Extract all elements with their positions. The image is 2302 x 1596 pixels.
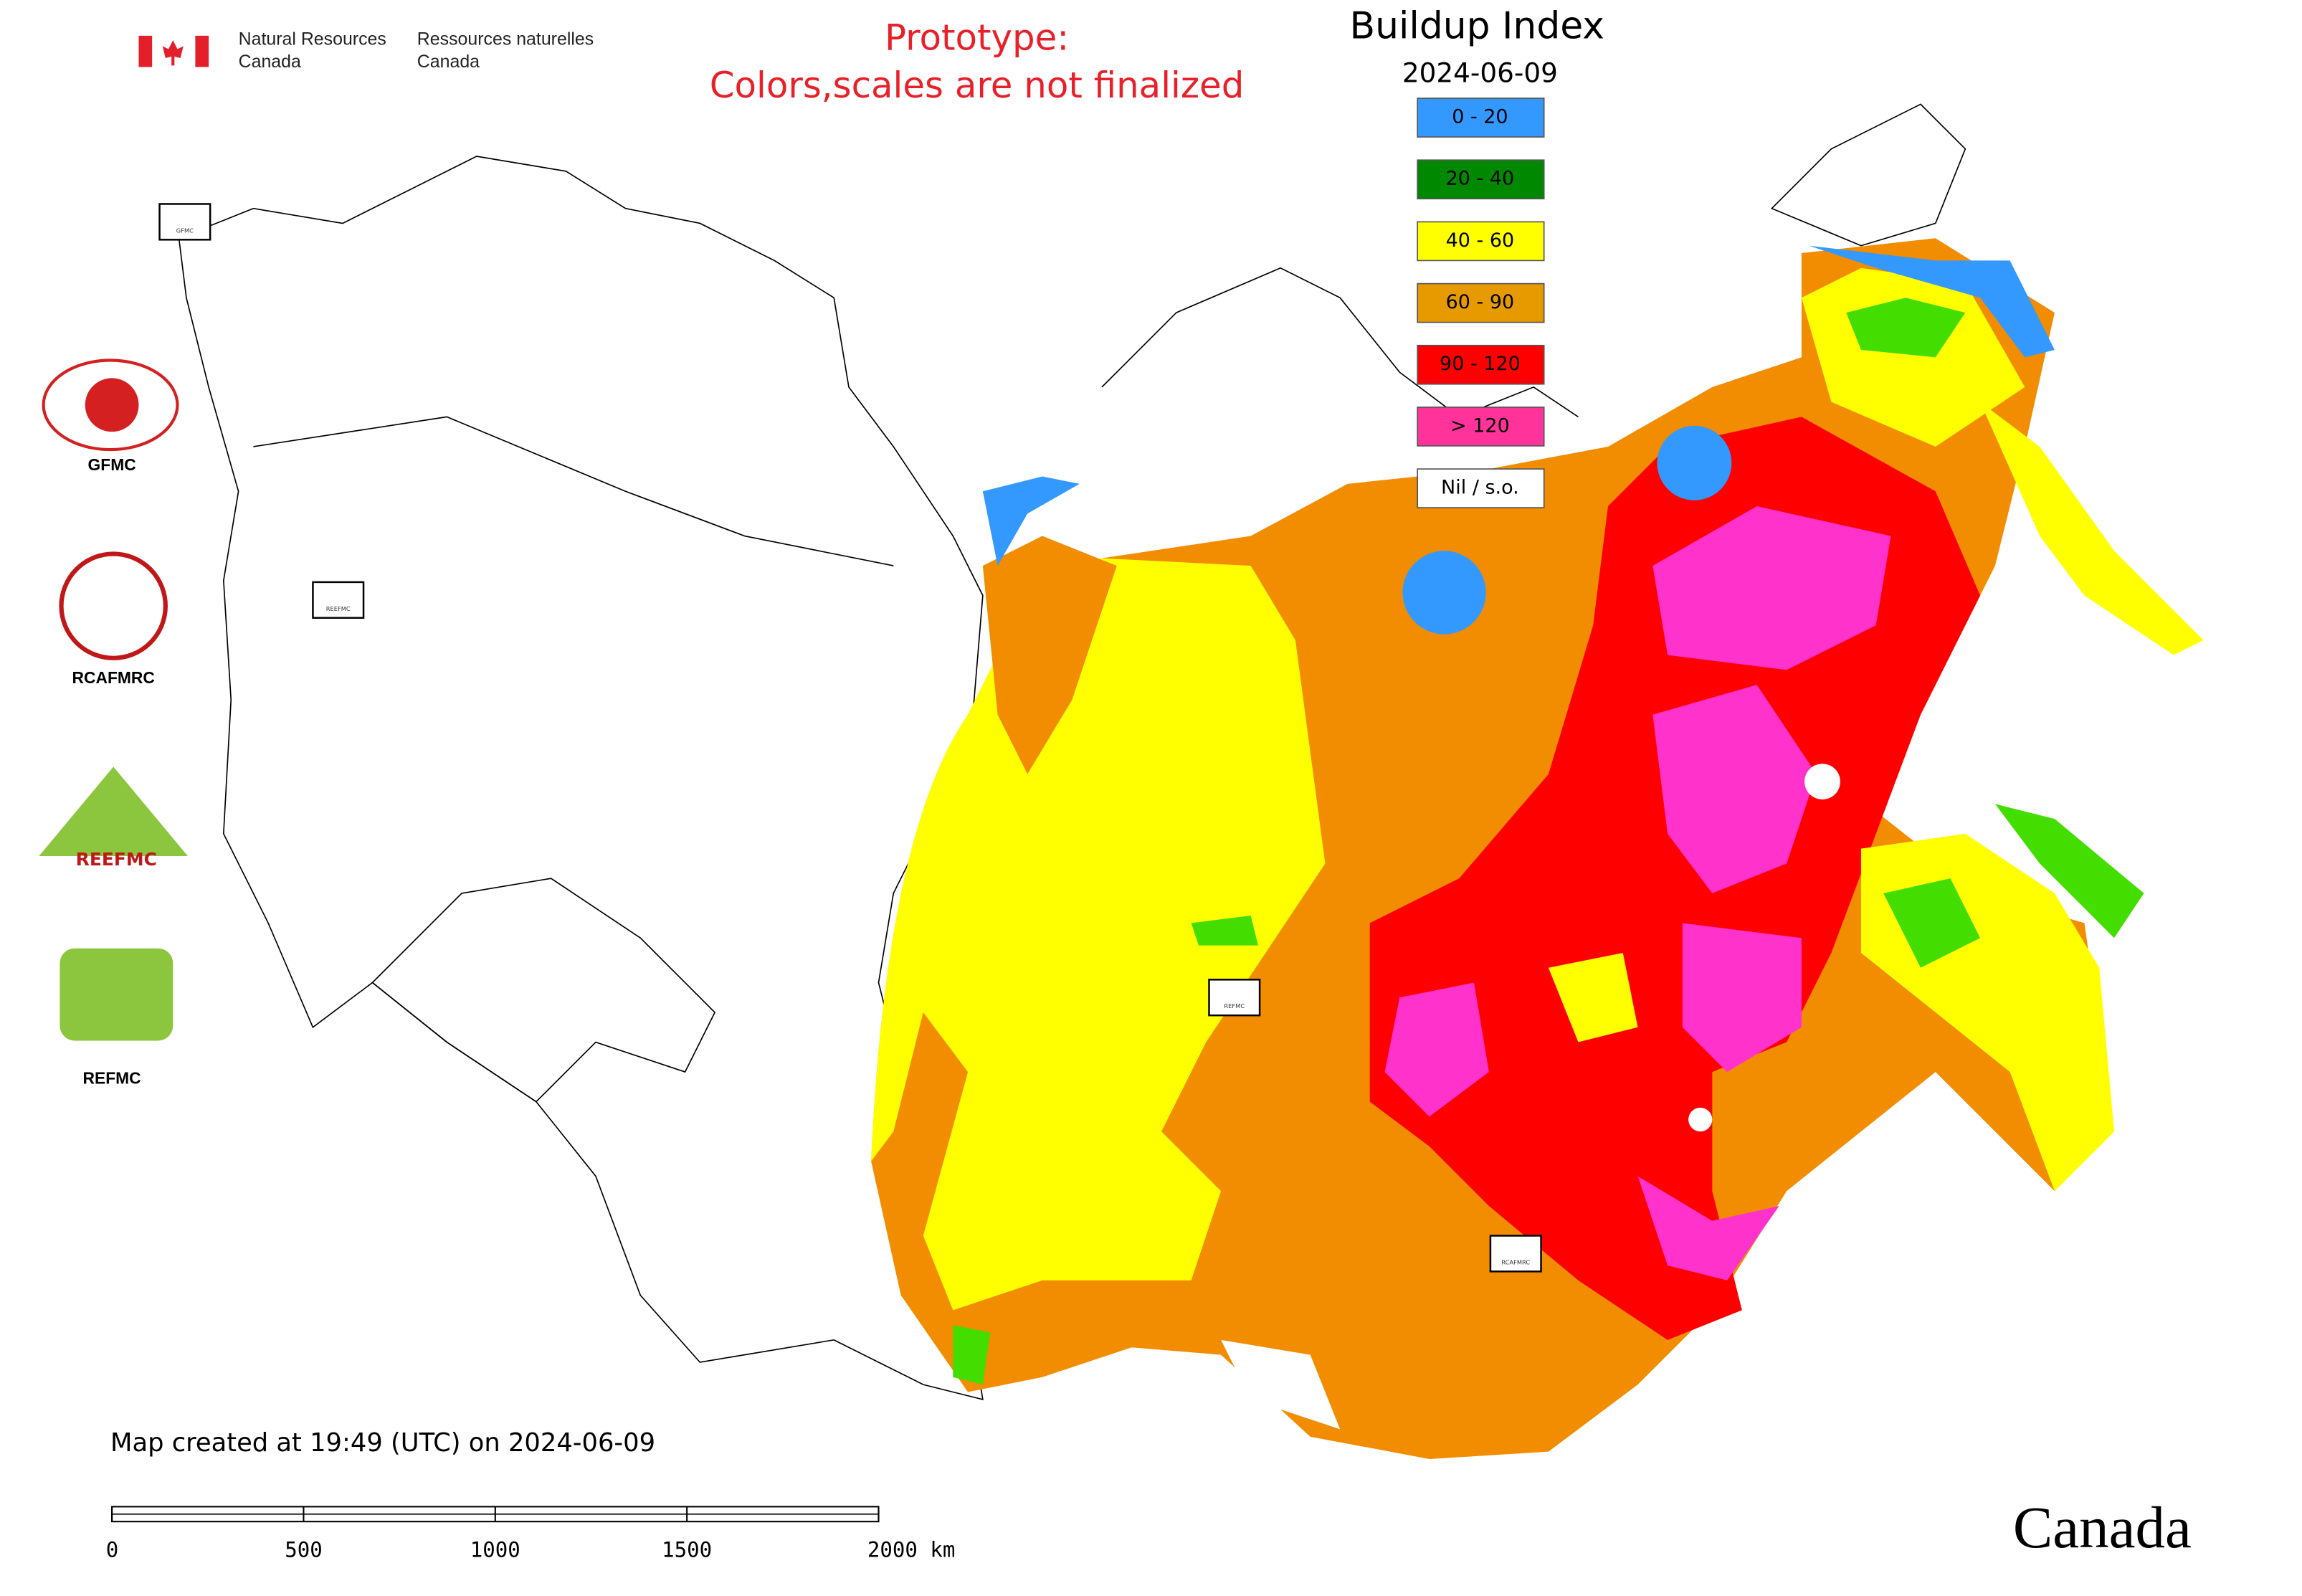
zone-20-40 [1883,878,1981,968]
legend-swatch [1417,344,1545,385]
zone-40-60 [871,558,1326,1311]
logo-reefmc [39,766,189,856]
header: Natural Resources Canada Ressources natu… [138,4,1604,106]
scale-label: 1500 [662,1538,712,1562]
flag-bar [195,35,209,67]
zone-0-20 [1657,425,1732,500]
zone-over-120 [1652,685,1817,893]
scale-label: 1000 [470,1538,520,1562]
index-layer [871,238,2204,1459]
legend-label: > 120 [1450,414,1510,437]
center-marker [312,581,365,619]
center-marker [1208,979,1261,1017]
legend-label: 20 - 40 [1446,168,1515,190]
zone-over-120 [1652,506,1891,670]
logo-rcafmrc [59,551,168,660]
zone-20-40 [1191,916,1259,946]
logo-label: REFMC [83,1068,141,1087]
logo-label: RCAFMRC [72,668,154,687]
dept-fr: Ressources naturelles [417,29,594,49]
zone-40-60 [1980,402,2204,655]
border [371,878,716,1103]
legend-label: 90 - 120 [1440,353,1521,375]
notice: Prototype: [885,17,1069,59]
zone-20-40 [1994,804,2144,939]
dept-en: Canada [239,52,301,72]
legend-swatch [1417,468,1545,508]
center-marker [158,203,211,241]
map-title: Buildup Index [1349,4,1604,47]
zone-0-20 [982,476,1080,566]
zone-over-120 [1682,923,1802,1073]
zone-60-90 [982,536,1117,774]
center-marker [1489,1235,1542,1273]
maple-leaf [162,40,184,66]
zone-0-20 [1402,551,1486,635]
scale-label: 0 [106,1538,119,1562]
wordmark: Canada [2013,1494,2192,1560]
logo-gfmc [42,358,179,452]
legend-label: 40 - 60 [1446,229,1515,252]
zone-nil [1804,764,1840,800]
dept-en: Natural Resources [239,29,386,49]
legend: 0 - 20 20 - 40 40 - 60 60 - 90 90 - 120 > 120… [1417,98,1545,508]
zone-over-120 [1384,982,1489,1117]
scale-label: 2000 km [867,1538,955,1562]
zone-20-40 [1846,298,1966,358]
center-label: RCAFMRC [1501,1258,1530,1265]
center-label: REFMC [1224,1002,1245,1010]
zone-0-20 [1809,245,2055,358]
zone-nil [1221,1339,1341,1430]
flag-bar [138,35,153,67]
legend-label: 60 - 90 [1446,291,1515,313]
logos: GFMC RCAFMRC REEFMC REFMC [39,358,189,1087]
center-label: GFMC [176,227,194,234]
scale-label: 500 [285,1538,323,1562]
legend-swatch [1417,407,1545,447]
center-label: REEFMC [326,605,351,612]
dept-fr: Canada [417,52,480,72]
border [253,416,894,566]
legend-swatch [1417,282,1545,323]
logo-refmc [60,948,173,1041]
centers: GFMC REEFMC REFMC RCAFMRC [158,203,1542,1273]
logo-label: REEFMC [76,849,157,870]
credit: Map created at 19:49 (UTC) on 2024-06-09 [110,1428,655,1458]
zone-40-60 [1548,952,1638,1042]
coast [1101,267,1579,418]
legend-swatch [1417,159,1545,200]
scale-bar: 0 500 1000 1500 2000 km [106,1506,955,1562]
legend-label: Nil / s.o. [1441,477,1519,499]
legend-swatch [1417,221,1545,262]
land-outline [178,156,984,1401]
map-date: 2024-06-09 [1402,57,1558,88]
logo-label: GFMC [88,455,136,474]
land-outline [1770,103,1966,247]
notice: Colors,scales are not finalized [710,65,1245,106]
legend-swatch [1417,98,1545,138]
legend-label: 0 - 20 [1452,106,1508,128]
zone-nil [1688,1107,1713,1132]
basemap [178,103,1966,1401]
zone-20-40 [953,1325,991,1385]
logo-gfmc [85,378,139,432]
zone-over-120 [1637,1176,1779,1281]
